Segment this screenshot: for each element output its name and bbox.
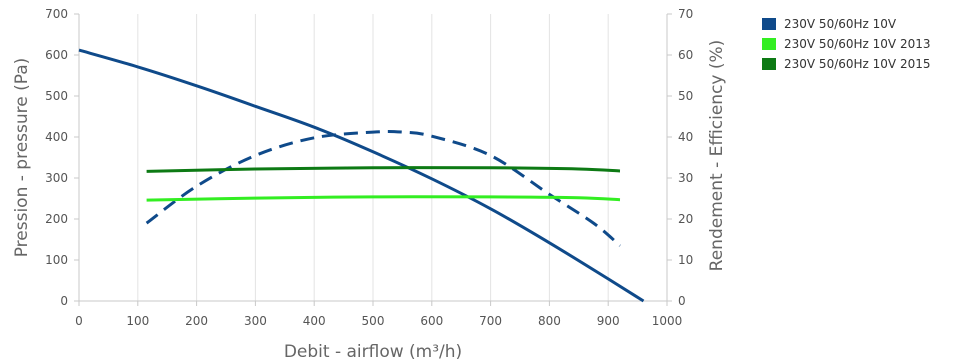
y-axis-left-title: Pression - pressure (Pa) (12, 58, 32, 258)
y-left-tick-label: 200 (45, 212, 68, 226)
x-tick-label: 600 (420, 314, 443, 328)
series-line-1 (78, 48, 645, 303)
legend-item-series-3[interactable]: 230V 50/60Hz 10V 2015 (762, 54, 930, 74)
series-group (78, 48, 645, 303)
x-tick-label: 500 (362, 314, 385, 328)
y-axis-right-title: Rendement - Efficiency (%) (707, 40, 727, 272)
y-right-tick-label: 40 (678, 130, 693, 144)
x-axis-title: Debit - airflow (m³/h) (284, 342, 462, 361)
legend-swatch (762, 38, 776, 50)
y-left-tick-label: 600 (45, 48, 68, 62)
y-right-tick-label: 10 (678, 253, 693, 267)
x-tick-label: 900 (597, 314, 620, 328)
series-line-4 (146, 166, 621, 173)
legend-label: 230V 50/60Hz 10V 2013 (784, 37, 931, 51)
axes (74, 13, 672, 306)
series-line-3 (146, 195, 621, 202)
legend-item-series-2[interactable]: 230V 50/60Hz 10V 2013 (762, 34, 930, 54)
x-tick-label: 800 (538, 314, 561, 328)
y-right-tick-label: 50 (678, 89, 693, 103)
x-tick-label: 300 (244, 314, 267, 328)
legend: 230V 50/60Hz 10V 230V 50/60Hz 10V 2013 2… (762, 14, 930, 74)
y-right-tick-label: 0 (678, 294, 686, 308)
legend-swatch (762, 18, 776, 30)
y-right-tick-label: 70 (678, 7, 693, 21)
y-right-tick-label: 20 (678, 212, 693, 226)
y-right-tick-label: 60 (678, 48, 693, 62)
x-tick-label: 200 (185, 314, 208, 328)
legend-label: 230V 50/60Hz 10V (784, 17, 897, 31)
y-left-tick-label: 100 (45, 253, 68, 267)
y-left-tick-label: 700 (45, 7, 68, 21)
x-tick-label: 1000 (652, 314, 683, 328)
legend-item-series-1[interactable]: 230V 50/60Hz 10V (762, 14, 930, 34)
tick-labels: 0 100 200 300 400 500 600 700 800 900 100001002003… (45, 7, 693, 328)
y-right-tick-label: 30 (678, 171, 693, 185)
y-left-tick-label: 500 (45, 89, 68, 103)
legend-swatch (762, 58, 776, 70)
grid (78, 14, 668, 301)
y-left-tick-label: 400 (45, 130, 68, 144)
legend-label: 230V 50/60Hz 10V 2015 (784, 57, 931, 71)
y-left-tick-label: 0 (60, 294, 68, 308)
x-tick-label: 100 (126, 314, 149, 328)
x-tick-label: 700 (479, 314, 502, 328)
y-left-tick-label: 300 (45, 171, 68, 185)
x-tick-label: 400 (303, 314, 326, 328)
x-tick-label: 0 (75, 314, 83, 328)
